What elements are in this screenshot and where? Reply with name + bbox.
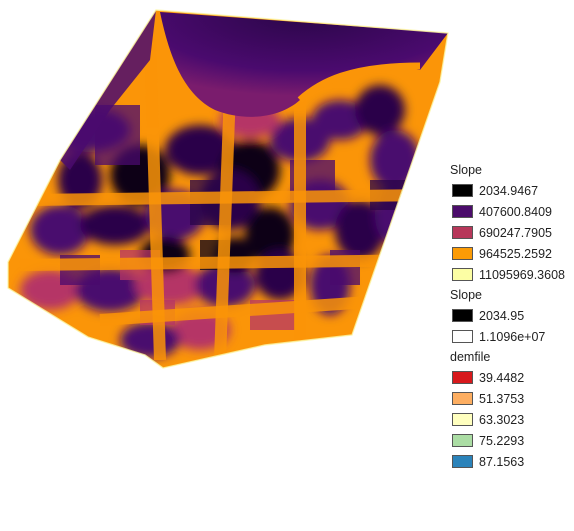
legend-label: 690247.7905 (479, 225, 552, 240)
raster-patch (335, 200, 385, 260)
raster-patch (245, 207, 295, 263)
raster-outline (7, 9, 449, 369)
legend-swatch (452, 434, 473, 447)
legend-panel: Slope 2034.9467 407600.8409 690247.7905 9645… (450, 160, 574, 472)
raster-patch (80, 205, 150, 245)
legend-label: 87.1563 (479, 454, 525, 469)
legend-swatch (452, 205, 473, 218)
legend-swatch (452, 226, 473, 239)
legend-swatch (452, 371, 473, 384)
legend-label: 11095969.3608 (479, 267, 565, 282)
raster-patch (30, 205, 90, 255)
legend-label: 964525.2592 (479, 246, 552, 261)
raster-band (214, 89, 236, 361)
legend-swatch (452, 455, 473, 468)
legend-swatch (452, 413, 473, 426)
legend-label: 2034.9467 (479, 183, 539, 198)
raster-band (99, 294, 401, 326)
legend-entry: 407600.8409 (450, 201, 574, 222)
legend-entry: 39.4482 (450, 367, 574, 388)
raster-band (19, 254, 441, 271)
legend-group-title: Slope (450, 288, 482, 302)
left-dark-wedge (60, 10, 156, 170)
legend-entry: 75.2293 (450, 430, 574, 451)
raster-patch (312, 100, 368, 140)
legend-label: 75.2293 (479, 433, 525, 448)
legend-entry: 11095969.3608 (450, 264, 574, 285)
legend-swatch (452, 268, 473, 281)
legend-swatch (452, 392, 473, 405)
legend-label: 39.4482 (479, 370, 525, 385)
legend-group-title: Slope (450, 163, 482, 177)
legend-entry: 51.3753 (450, 388, 574, 409)
legend-label: 63.3023 (479, 412, 525, 427)
legend-entry: 964525.2592 (450, 243, 574, 264)
legend-entry: 2034.95 (450, 305, 574, 326)
top-bowl (160, 12, 448, 117)
legend-label: 2034.95 (479, 308, 525, 323)
raster-band (144, 39, 166, 361)
slope-raster-map[interactable] (0, 0, 450, 380)
legend-swatch (452, 309, 473, 322)
legend-label: 1.1096e+07 (479, 329, 546, 344)
legend-label: 407600.8409 (479, 204, 552, 219)
legend-swatch (452, 247, 473, 260)
legend-entry: 87.1563 (450, 451, 574, 472)
raster-patch (120, 322, 180, 358)
raster-patch (355, 85, 405, 135)
legend-entry: 2034.9467 (450, 180, 574, 201)
legend-swatch (452, 330, 473, 343)
top-bowl-rim (297, 62, 421, 103)
legend-entry: 1.1096e+07 (450, 326, 574, 347)
raster-layer (8, 10, 448, 368)
legend-label: 51.3753 (479, 391, 525, 406)
legend-entry: 690247.7905 (450, 222, 574, 243)
legend-entry: 63.3023 (450, 409, 574, 430)
legend-swatch (452, 184, 473, 197)
legend-group-title: demfile (450, 350, 491, 364)
raster-patch (165, 125, 235, 175)
